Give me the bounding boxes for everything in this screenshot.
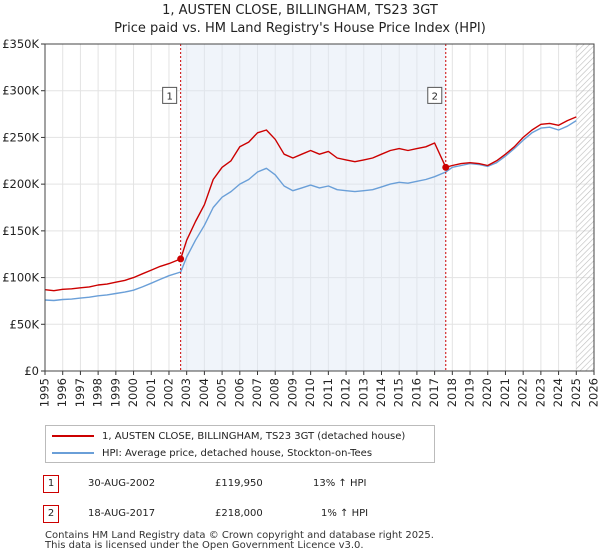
legend-label-hpi: HPI: Average price, detached house, Stoc…: [102, 447, 373, 459]
x-tick-label: 2010: [303, 378, 317, 407]
x-tick-label: 2019: [463, 378, 477, 407]
y-tick-label: £100K: [2, 271, 39, 285]
transaction-marker-label: 1: [166, 91, 172, 102]
x-tick-label: 2005: [215, 378, 229, 407]
legend-swatch-hpi: [52, 452, 94, 454]
legend-label-property: 1, AUSTEN CLOSE, BILLINGHAM, TS23 3GT (d…: [102, 430, 406, 442]
x-tick-label: 1997: [73, 378, 87, 407]
x-tick-label: 2021: [498, 378, 512, 407]
x-tick-label: 1999: [108, 378, 122, 407]
transaction-point: [442, 163, 450, 171]
transaction-marker-box: [162, 86, 178, 104]
transaction-date: 18-AUG-2017: [88, 508, 156, 519]
plot-frame: [44, 43, 595, 372]
x-tick-label: 1996: [55, 378, 69, 407]
transaction-date: 30-AUG-2002: [88, 478, 156, 489]
x-tick-label: 1995: [38, 378, 52, 407]
y-tick-label: £0: [24, 364, 39, 378]
x-tick-label: 2004: [197, 378, 211, 407]
legend-swatch-property: [52, 435, 94, 437]
x-tick-label: 2016: [409, 378, 423, 407]
legend-entry-property: 1, AUSTEN CLOSE, BILLINGHAM, TS23 3GT (d…: [52, 428, 405, 444]
y-tick-label: £200K: [2, 177, 39, 191]
x-tick-label: 2009: [285, 378, 299, 407]
x-tick-label: 2024: [551, 378, 565, 407]
x-tick-label: 2022: [516, 378, 530, 407]
y-tick-label: £150K: [2, 224, 39, 238]
series-line-property: [44, 116, 577, 292]
x-tick-label: 2011: [321, 378, 335, 407]
chart-title-block: 1, AUSTEN CLOSE, BILLINGHAM, TS23 3GT Pr…: [0, 2, 600, 38]
x-tick-label: 2020: [480, 378, 494, 407]
footer-line: Contains HM Land Registry data © Crown c…: [45, 530, 434, 541]
x-tick-label: 2026: [587, 378, 600, 407]
y-tick-label: £350K: [2, 37, 39, 51]
y-tick-label: £250K: [2, 130, 39, 144]
x-tick-label: 2012: [339, 378, 353, 407]
x-tick-label: 2008: [268, 378, 282, 407]
x-tick-label: 2006: [232, 378, 246, 407]
x-tick-label: 2013: [356, 378, 370, 407]
axes: 1995 1996 1997 1998 1999 2000 2001 2002 2003 2004…: [2, 37, 600, 407]
y-tick-label: £50K: [10, 317, 40, 331]
x-tick-label: 1998: [91, 378, 105, 407]
transaction-marker-box: [427, 86, 443, 104]
transaction-hpi-change: 1% ↑ HPI: [321, 508, 369, 519]
x-tick-label: 2001: [144, 378, 158, 407]
shaded-span: [180, 44, 446, 371]
x-tick-label: 2003: [179, 378, 193, 407]
transaction-badge: 1: [43, 475, 59, 493]
x-tick-label: 2000: [126, 378, 140, 407]
transaction-marker-label: 2: [432, 91, 438, 102]
transaction-badge: 2: [43, 505, 59, 523]
x-tick-label: 2017: [427, 378, 441, 407]
series-lines: [44, 116, 577, 302]
footer-line: This data is licensed under the Open Gov…: [45, 540, 364, 551]
legend-entry-hpi: HPI: Average price, detached house, Stoc…: [52, 445, 372, 461]
footer-attribution: Contains HM Land Registry data © Crown c…: [45, 531, 434, 551]
forecast-hatch: [576, 44, 594, 371]
x-tick-label: 2014: [374, 378, 388, 407]
x-tick-label: 2018: [445, 378, 459, 407]
grid: [44, 43, 595, 372]
x-tick-label: 2015: [392, 378, 406, 407]
transaction-price: £218,000: [215, 508, 263, 519]
legend: 1, AUSTEN CLOSE, BILLINGHAM, TS23 3GT (d…: [45, 425, 435, 463]
transaction-point: [177, 255, 185, 263]
x-tick-label: 2023: [533, 378, 547, 407]
transaction-price: £119,950: [215, 478, 263, 489]
series-line-hpi: [44, 120, 577, 302]
transaction-hpi-change: 13% ↑ HPI: [313, 478, 367, 489]
x-tick-label: 2007: [250, 378, 264, 407]
chart-title: 1, AUSTEN CLOSE, BILLINGHAM, TS23 3GT: [162, 3, 438, 18]
shaded-spans: [180, 44, 594, 371]
x-tick-label: 2002: [161, 378, 175, 407]
plot-background: [45, 44, 594, 371]
x-tick-label: 2025: [569, 378, 583, 407]
chart-subtitle: Price paid vs. HM Land Registry's House …: [114, 21, 486, 36]
y-tick-label: £300K: [2, 84, 39, 98]
